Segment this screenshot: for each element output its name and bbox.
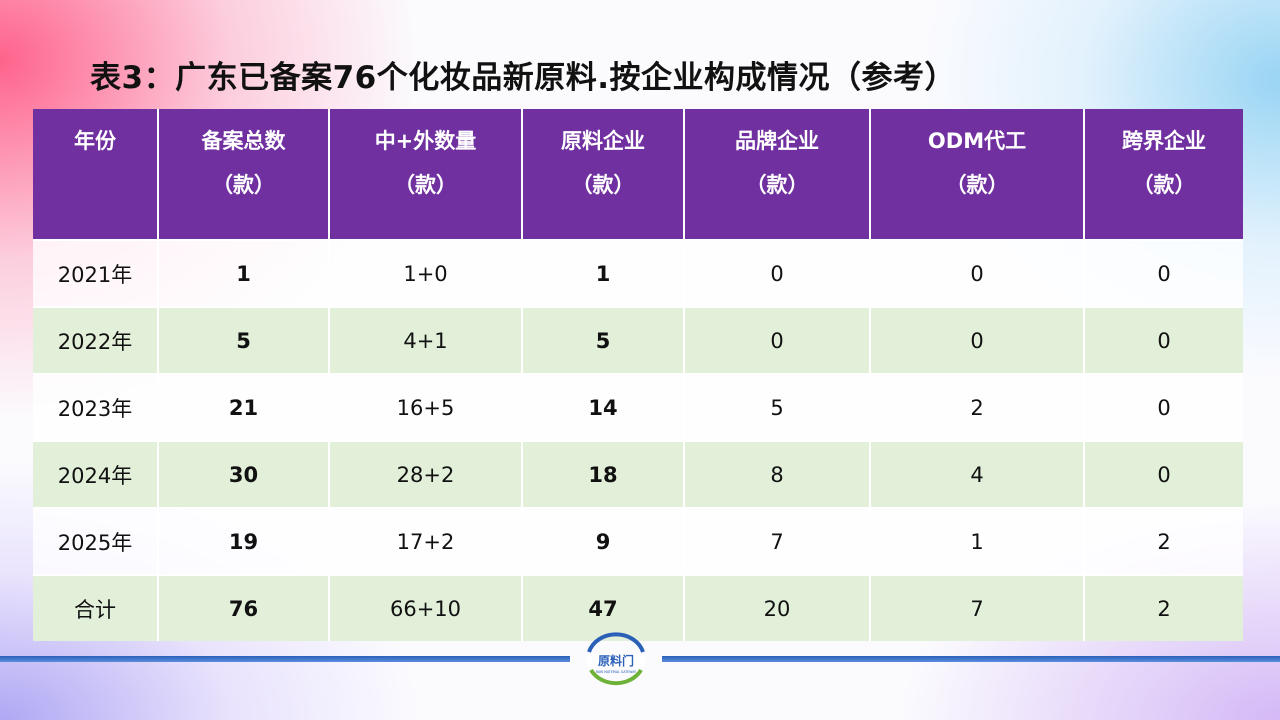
cell-crossover: 0 [1084, 239, 1243, 307]
cell-raw-material: 5 [522, 306, 685, 374]
cell-total: 19 [158, 507, 330, 575]
table-row: 2023年 21 16+5 14 5 2 0 [33, 373, 1243, 441]
cell-crossover: 0 [1084, 440, 1243, 508]
cell-brand: 0 [684, 306, 871, 374]
cell-total: 1 [158, 239, 330, 307]
cell-domestic-foreign: 16+5 [329, 373, 523, 441]
data-table: 年份 备案总数 （款） 中+外数量 （款） 原料企业 （款） 品牌企业 （款） ODM代… [33, 109, 1243, 641]
logo-text: 原料门 [598, 653, 634, 668]
cell-raw-material: 47 [522, 574, 685, 641]
logo-arc-top [587, 632, 645, 653]
cell-domestic-foreign: 17+2 [329, 507, 523, 575]
cell-odm: 0 [870, 306, 1085, 374]
cell-year: 2023年 [33, 373, 159, 441]
cell-year: 2022年 [33, 306, 159, 374]
cell-domestic-foreign: 4+1 [329, 306, 523, 374]
cell-domestic-foreign: 28+2 [329, 440, 523, 508]
cell-year: 2025年 [33, 507, 159, 575]
cell-domestic-foreign: 66+10 [329, 574, 523, 641]
page-title: 表3：广东已备案76个化妆品新原料.按企业构成情况（参考） [90, 60, 956, 96]
header-total: 备案总数 （款） [158, 109, 330, 240]
header-crossover: 跨界企业 （款） [1084, 109, 1243, 240]
cell-odm: 0 [870, 239, 1085, 307]
cell-raw-material: 14 [522, 373, 685, 441]
cell-odm: 4 [870, 440, 1085, 508]
cell-brand: 7 [684, 507, 871, 575]
cell-year: 2021年 [33, 239, 159, 307]
cell-crossover: 2 [1084, 574, 1243, 641]
cell-brand: 5 [684, 373, 871, 441]
table-row-total: 合计 76 66+10 47 20 7 2 [33, 574, 1243, 641]
table-row: 2025年 19 17+2 9 7 1 2 [33, 507, 1243, 575]
cell-total: 76 [158, 574, 330, 641]
table-row: 2022年 5 4+1 5 0 0 0 [33, 306, 1243, 374]
logo-arc-bottom [589, 668, 643, 686]
cell-crossover: 0 [1084, 306, 1243, 374]
cell-odm: 7 [870, 574, 1085, 641]
cell-odm: 1 [870, 507, 1085, 575]
footer-divider-left [0, 656, 570, 662]
cell-raw-material: 18 [522, 440, 685, 508]
footer-divider-right [662, 656, 1280, 662]
cell-year: 2024年 [33, 440, 159, 508]
cell-brand: 20 [684, 574, 871, 641]
table-row: 2021年 1 1+0 1 0 0 0 [33, 239, 1243, 307]
cell-total: 5 [158, 306, 330, 374]
cell-crossover: 0 [1084, 373, 1243, 441]
header-raw-material: 原料企业 （款） [522, 109, 685, 240]
header-year: 年份 [33, 109, 159, 240]
cell-total: 30 [158, 440, 330, 508]
logo-band [587, 654, 645, 667]
header-row: 年份 备案总数 （款） 中+外数量 （款） 原料企业 （款） 品牌企业 （款） ODM代… [33, 109, 1243, 240]
cell-raw-material: 1 [522, 239, 685, 307]
cell-odm: 2 [870, 373, 1085, 441]
table-row: 2024年 30 28+2 18 8 4 0 [33, 440, 1243, 508]
brand-logo: 原料门 RAW MATERIAL GATEWAY [587, 632, 645, 686]
cell-total: 21 [158, 373, 330, 441]
cell-brand: 8 [684, 440, 871, 508]
cell-brand: 0 [684, 239, 871, 307]
cell-domestic-foreign: 1+0 [329, 239, 523, 307]
header-domestic-foreign: 中+外数量 （款） [329, 109, 523, 240]
cell-crossover: 2 [1084, 507, 1243, 575]
cell-year: 合计 [33, 574, 159, 641]
header-odm: ODM代工 （款） [870, 109, 1085, 240]
logo-subtext: RAW MATERIAL GATEWAY [596, 670, 636, 674]
header-brand: 品牌企业 （款） [684, 109, 871, 240]
cell-raw-material: 9 [522, 507, 685, 575]
